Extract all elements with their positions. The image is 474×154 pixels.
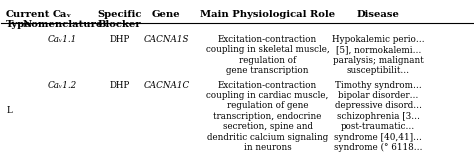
Text: DHP: DHP — [109, 35, 129, 44]
Text: Hypokalemic perio…
[5], normokalemi…
paralysis; malignant
susceptibilit…: Hypokalemic perio… [5], normokalemi… par… — [332, 35, 425, 75]
Text: Main Physiological Role: Main Physiological Role — [200, 10, 335, 19]
Text: Gene: Gene — [152, 10, 181, 19]
Text: Excitation-contraction
coupling in cardiac muscle,
regulation of gene
transcript: Excitation-contraction coupling in cardi… — [207, 81, 329, 152]
Text: CACNA1S: CACNA1S — [144, 35, 189, 44]
Text: DHP: DHP — [109, 81, 129, 90]
Text: Caᵥ1.1: Caᵥ1.1 — [48, 35, 77, 44]
Text: Caᵥ1.2: Caᵥ1.2 — [48, 81, 77, 90]
Text: Current
Type: Current Type — [6, 10, 50, 29]
Text: Timothy syndrom…
bipolar disorder…
depressive disord…
schizophrenia [3…
post-tra: Timothy syndrom… bipolar disorder… depre… — [334, 81, 423, 152]
Text: Specific
Blocker: Specific Blocker — [97, 10, 141, 29]
Text: Excitation-contraction
coupling in skeletal muscle,
regulation of
gene transcrip: Excitation-contraction coupling in skele… — [206, 35, 329, 75]
Text: Disease: Disease — [357, 10, 400, 19]
Text: CACNA1C: CACNA1C — [143, 81, 190, 90]
Text: L: L — [6, 106, 12, 115]
Text: Caᵥ
Nomenclature: Caᵥ Nomenclature — [22, 10, 103, 29]
